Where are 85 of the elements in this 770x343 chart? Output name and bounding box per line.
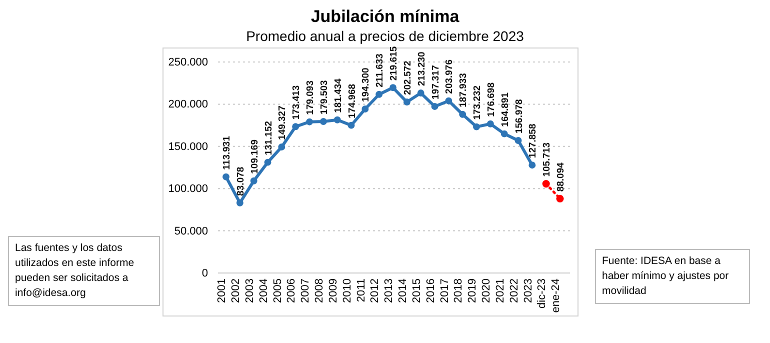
data-label: 213.230	[416, 52, 428, 86]
data-label: 187.933	[458, 73, 470, 108]
point	[486, 120, 494, 128]
source-note: Fuente: IDESA en base a haber mínimo y ajustes por movilidad	[595, 249, 750, 304]
x-tick-label: 2023	[522, 278, 534, 303]
x-tick-label: 2014	[397, 278, 410, 303]
point	[278, 143, 286, 150]
x-tick-label: 2006	[286, 278, 298, 303]
x-tick-label: 2005	[272, 278, 284, 303]
data-label: 105.713	[542, 142, 553, 177]
x-tick-label: 2015	[410, 278, 423, 303]
point	[320, 118, 327, 125]
data-label: 83.078	[235, 166, 246, 196]
x-tick-label: 2002	[230, 278, 242, 303]
x-tick-label: 2020	[480, 278, 493, 303]
data-label: 179.503	[318, 80, 330, 114]
data-label: 176.698	[486, 82, 497, 117]
x-tick-label: 2008	[314, 278, 326, 303]
y-tick-label: 0	[202, 268, 208, 280]
point	[306, 118, 313, 126]
y-tick-label: 250.000	[168, 56, 208, 69]
text: Las fuentes y los datos utilizados en este informe pueden ser solicitados a info@idesa.org	[8, 236, 160, 306]
x-tick-label: dic-23	[536, 278, 548, 308]
point	[459, 110, 466, 118]
y-tick-label: 100.000	[168, 183, 208, 196]
data-label: 174.968	[346, 84, 358, 118]
y-tick-label: 200.000	[168, 98, 208, 111]
data-label: 149.327	[277, 106, 288, 140]
data-label: 173.413	[291, 85, 302, 120]
x-tick-label: 2018	[452, 278, 465, 303]
x-tick-label: 2010	[341, 278, 354, 303]
point	[264, 158, 272, 166]
x-tick-label: 2013	[383, 278, 396, 303]
data-label: 88.094	[556, 162, 566, 192]
data-label: 109.169	[249, 140, 260, 174]
data-label: 181.434	[332, 78, 344, 113]
data-label: 131.152	[263, 120, 274, 156]
data-label: 173.232	[472, 85, 483, 120]
data-label: 156.978	[514, 99, 525, 134]
x-tick-label: 2001	[216, 278, 228, 303]
data-label: 197.317	[430, 65, 442, 100]
x-tick-label: 2016	[424, 278, 437, 303]
point	[431, 102, 438, 110]
point	[514, 137, 522, 144]
point	[528, 162, 536, 169]
y-tick-label: 150.000	[168, 140, 208, 153]
point	[542, 180, 550, 188]
point	[334, 116, 341, 124]
point	[362, 106, 369, 112]
point	[376, 90, 383, 98]
point	[473, 123, 480, 130]
x-tick-label: 2011	[355, 278, 368, 302]
data-label: 179.093	[305, 80, 316, 115]
data-label: 194.300	[360, 68, 372, 102]
x-tick-label: 2022	[508, 278, 520, 303]
x-tick-label: 2017	[438, 278, 451, 303]
data-label: 211.633	[374, 54, 386, 88]
data-label: 202.572	[402, 60, 414, 96]
data-label: 164.891	[500, 92, 511, 127]
chart-subtitle: Promedio anual a precios de diciembre 2023	[246, 28, 524, 44]
x-tick-label: 2019	[466, 278, 479, 303]
point	[292, 123, 300, 130]
x-tick-label: 2003	[244, 278, 256, 303]
y-tick-label: 50.000	[174, 225, 208, 238]
point	[236, 199, 244, 206]
point	[445, 97, 452, 104]
x-tick-label: 2021	[494, 278, 506, 303]
point	[250, 177, 258, 184]
data-label: 127.858	[528, 124, 539, 158]
chart-title: Jubilación mínima	[310, 7, 460, 26]
x-tick-label: ene-24	[550, 278, 562, 313]
x-tick-label: 2012	[369, 278, 382, 303]
point	[348, 122, 355, 129]
point	[417, 90, 424, 97]
x-tick-label: 2009	[327, 278, 340, 303]
point	[222, 173, 230, 180]
data-label: 113.931	[222, 135, 232, 170]
point	[403, 98, 410, 106]
x-tick-label: 2004	[258, 278, 270, 303]
point	[390, 84, 396, 92]
point	[500, 130, 508, 138]
x-tick-label: 2007	[300, 278, 312, 303]
data-label: 203.976	[444, 60, 456, 94]
point	[556, 194, 564, 202]
data-label: 219.615	[388, 46, 400, 81]
